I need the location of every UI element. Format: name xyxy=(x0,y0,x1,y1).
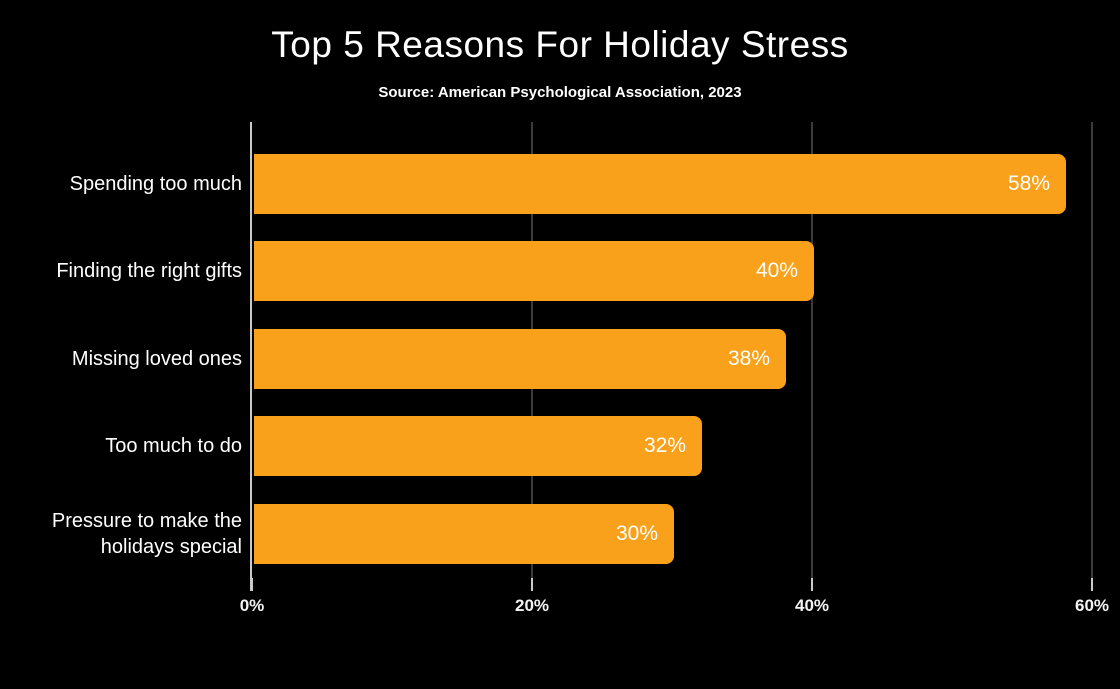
bar-value-label: 30% xyxy=(615,521,658,545)
x-tick-label-40%: 40% xyxy=(794,596,830,615)
bar-value-label: 40% xyxy=(755,259,798,282)
x-tick-mark-20% xyxy=(531,578,533,591)
chart-title: Top 5 Reasons For Holiday Stress xyxy=(271,24,849,65)
bar-5: 30% xyxy=(254,503,674,564)
category-label: Pressure to make the holidays special xyxy=(51,509,242,558)
bar-2: 40% xyxy=(254,241,814,301)
category-label: Too much to do xyxy=(105,435,242,457)
x-tick-label-0%: 0% xyxy=(239,596,265,615)
x-tick-mark-40% xyxy=(811,578,813,591)
bar-value-label: 58% xyxy=(1007,171,1050,195)
chart-subtitle: Source: American Psychological Associati… xyxy=(378,84,742,101)
x-tick-label-20%: 20% xyxy=(514,596,550,615)
x-tick-mark-60% xyxy=(1091,578,1093,591)
plot-area: 0% 20% 40% 60% 58% Spending too much 40% Findin… xyxy=(52,122,1109,615)
bar-value-label: 32% xyxy=(643,434,686,457)
y-axis-line xyxy=(250,122,252,591)
x-tick-mark-0% xyxy=(251,578,253,591)
category-label: Missing loved ones xyxy=(71,347,242,370)
gridline-40% xyxy=(811,122,813,578)
bar-3: 38% xyxy=(254,328,786,389)
x-tick-label-60%: 60% xyxy=(1074,596,1110,615)
gridline-60% xyxy=(1091,122,1093,578)
bar-1: 58% xyxy=(254,153,1066,214)
bar-value-label: 38% xyxy=(727,346,770,370)
bar-4: 32% xyxy=(254,416,702,476)
category-label: Finding the right gifts xyxy=(56,260,242,282)
category-label: Spending too much xyxy=(69,172,242,195)
